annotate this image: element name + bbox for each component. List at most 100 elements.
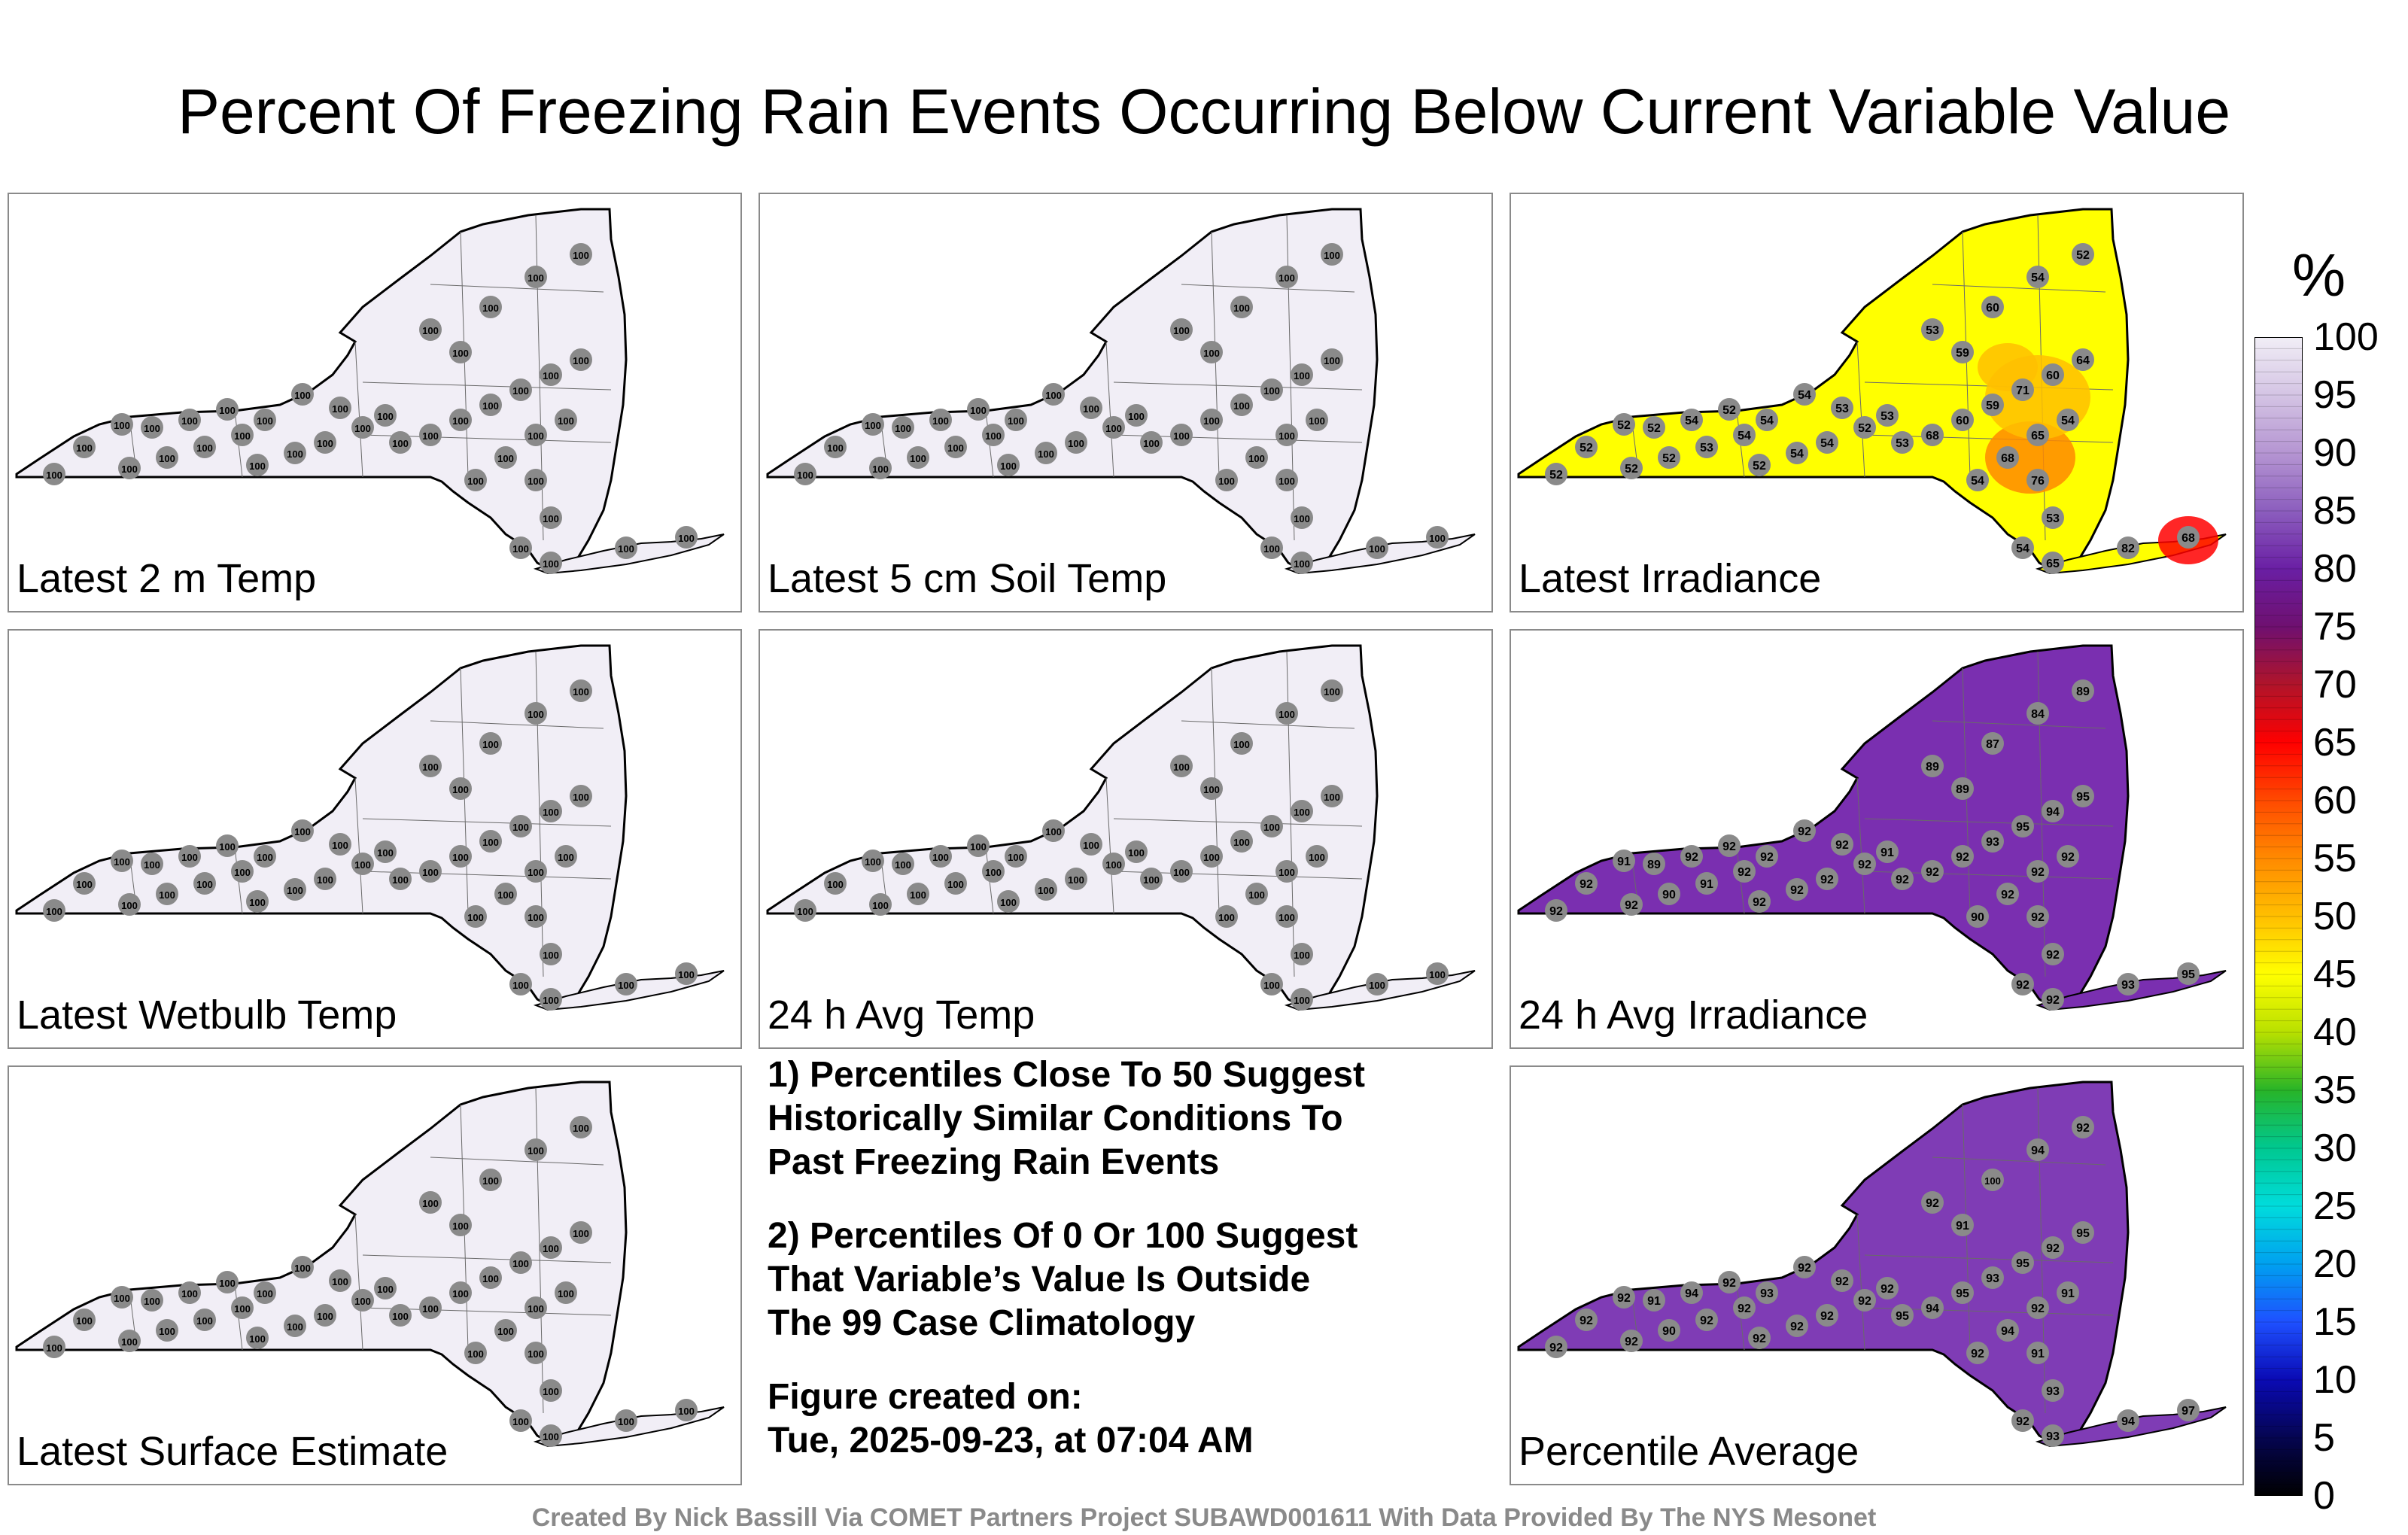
- station-value: 93: [1986, 1272, 1999, 1285]
- station-marker: [1876, 404, 1899, 427]
- station-marker: [2011, 378, 2034, 401]
- station-marker: [1786, 442, 1808, 464]
- station-value: 97: [2181, 1405, 2195, 1418]
- station-value: 92: [1549, 905, 1563, 918]
- station-marker: [193, 1309, 216, 1331]
- station-marker: [2011, 1251, 2034, 1274]
- station-marker: [555, 409, 577, 431]
- station-value: 100: [1128, 847, 1145, 859]
- station-value: 100: [1278, 430, 1295, 442]
- county-line: [1864, 1254, 2114, 1263]
- station-value: 100: [294, 826, 311, 837]
- station-value: 100: [573, 686, 589, 698]
- station-value: 54: [1790, 448, 1804, 460]
- station-value: 60: [1986, 302, 1999, 315]
- station-value: 92: [1926, 866, 1939, 879]
- station-value: 54: [1760, 415, 1774, 427]
- station-marker: [1230, 830, 1253, 853]
- station-marker: [479, 732, 502, 755]
- station-marker: [1575, 436, 1598, 458]
- station-marker: [231, 424, 254, 446]
- station-marker: [1245, 446, 1268, 469]
- station-value: 93: [1760, 1287, 1774, 1300]
- station-marker: [1321, 679, 1343, 702]
- station-marker: [1891, 1304, 1914, 1327]
- station-value: 100: [797, 470, 813, 481]
- station-marker: [1718, 834, 1741, 857]
- station-marker: [1891, 868, 1914, 890]
- station-marker: [2042, 1379, 2064, 1402]
- panel-label: Latest 2 m Temp: [17, 556, 317, 601]
- station-value: 89: [1647, 859, 1661, 871]
- station-marker: [1035, 442, 1057, 464]
- station-value: 100: [1263, 822, 1280, 833]
- station-marker: [540, 1379, 562, 1402]
- station-value: 100: [618, 543, 634, 555]
- station-value: 54: [2031, 272, 2045, 284]
- county-line: [1113, 818, 1363, 827]
- station-marker: [524, 266, 547, 288]
- station-value: 93: [2046, 1430, 2060, 1443]
- station-marker: [178, 1281, 201, 1304]
- station-value: 100: [452, 852, 469, 863]
- station-value: 52: [1858, 422, 1871, 435]
- station-marker: [2072, 1221, 2094, 1244]
- station-value: 84: [2031, 708, 2045, 721]
- station-marker: [869, 457, 892, 479]
- station-value: 100: [1278, 912, 1295, 923]
- station-marker: [524, 1296, 547, 1319]
- county-line: [354, 1214, 363, 1351]
- station-value: 89: [1926, 761, 1939, 774]
- station-value: 92: [1579, 1315, 1593, 1327]
- station-marker: [73, 436, 96, 458]
- station-marker: [1748, 454, 1771, 476]
- station-marker: [1613, 850, 1635, 872]
- station-marker: [2026, 860, 2049, 883]
- station-value: 100: [543, 995, 559, 1006]
- station-marker: [374, 840, 397, 863]
- station-marker: [944, 436, 967, 458]
- station-marker: [156, 1319, 178, 1342]
- station-marker: [419, 755, 442, 777]
- station-marker: [43, 463, 65, 485]
- station-value: 100: [1294, 807, 1310, 818]
- note-1: 1) Percentiles Close To 50 Suggest Histo…: [768, 1055, 1366, 1182]
- colorbar-tick-label: 80: [2313, 547, 2357, 591]
- station-value: 52: [1549, 469, 1563, 482]
- station-value: 100: [181, 415, 198, 427]
- station-value: 52: [1662, 452, 1676, 465]
- station-marker: [1921, 424, 1944, 446]
- station-marker: [374, 1277, 397, 1299]
- colorbar-tick-label: 100: [2313, 315, 2379, 359]
- station-value: 92: [1798, 1262, 1811, 1275]
- station-marker: [2072, 785, 2094, 807]
- station-value: 100: [1068, 874, 1084, 886]
- station-marker: [2042, 552, 2064, 574]
- station-value: 100: [482, 739, 499, 750]
- station-value: 100: [422, 325, 439, 336]
- county-line: [1932, 1157, 2106, 1166]
- station-value: 89: [2076, 685, 2090, 698]
- state-outline: [1517, 644, 2130, 1008]
- station-marker: [1275, 860, 1298, 883]
- station-value: 59: [1956, 347, 1969, 360]
- colorbar-tick-label: 15: [2313, 1300, 2357, 1344]
- station-value: 100: [1263, 980, 1280, 991]
- station-value: 100: [1429, 533, 1446, 544]
- station-marker: [254, 1281, 276, 1304]
- station-marker: [540, 552, 562, 574]
- ny-state-map: 100 100 100 100 100 100 100 100 100 100 100 100 100 1…: [15, 208, 725, 575]
- station-marker: [419, 424, 442, 446]
- colorbar-tick-label: 65: [2313, 721, 2357, 764]
- station-value: 100: [422, 761, 439, 773]
- colorbar-tick-label: 90: [2313, 431, 2357, 475]
- station-value: 52: [2076, 249, 2090, 262]
- county-line: [1932, 720, 2106, 729]
- station-value: 100: [528, 912, 544, 923]
- station-value: 100: [573, 1228, 589, 1239]
- station-value: 100: [1324, 355, 1340, 366]
- station-marker: [892, 853, 914, 875]
- station-marker: [464, 905, 487, 928]
